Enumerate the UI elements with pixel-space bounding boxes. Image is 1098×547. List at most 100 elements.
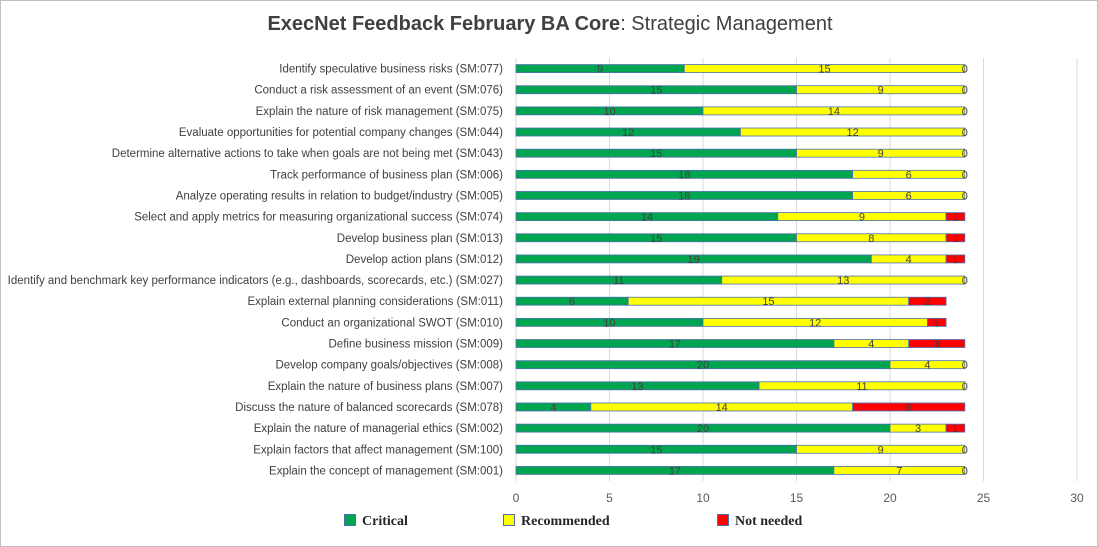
y-category-label: Track performance of business plan (SM:0… — [270, 169, 503, 181]
data-label: 4 — [868, 339, 874, 351]
data-label: 20 — [697, 360, 709, 372]
data-label: 13 — [631, 381, 643, 393]
bar-segment — [833, 466, 966, 475]
x-tick-label: 25 — [977, 491, 991, 505]
data-label: 9 — [878, 85, 884, 97]
data-label: 1 — [934, 317, 940, 329]
data-label: 11 — [856, 381, 867, 393]
bar-segment — [702, 106, 966, 116]
data-label: 11 — [613, 275, 624, 287]
y-category-label: Conduct a risk assessment of an event (S… — [254, 85, 503, 97]
data-label: 3 — [915, 423, 921, 435]
data-label: 0 — [962, 190, 968, 202]
data-label: 9 — [878, 148, 884, 160]
data-label: 0 — [962, 465, 968, 477]
y-category-label: Define business mission (SM:009) — [329, 339, 504, 351]
x-tick-label: 30 — [1070, 491, 1084, 505]
data-label: 0 — [962, 381, 968, 393]
data-label: 10 — [603, 106, 615, 118]
legend-item-critical: Critical — [344, 514, 408, 530]
data-label: 7 — [896, 465, 902, 477]
bar-segment — [945, 423, 966, 433]
bar-segment — [945, 254, 966, 264]
data-label: 4 — [924, 360, 930, 372]
data-label: 15 — [650, 148, 662, 160]
y-category-label: Select and apply metrics for measuring o… — [134, 212, 503, 224]
data-label: 12 — [622, 127, 634, 139]
y-category-label: Explain external planning considerations… — [248, 296, 504, 308]
y-category-label: Explain the nature of business plans (SM… — [268, 381, 503, 393]
x-tick-label: 15 — [790, 491, 804, 505]
chart-title: ExecNet Feedback February BA Core: Strat… — [1, 13, 1098, 36]
legend-label-recommended: Recommended — [521, 514, 610, 529]
bar-segment — [740, 127, 966, 137]
x-tick-label: 20 — [883, 491, 897, 505]
data-label: 0 — [962, 275, 968, 287]
y-category-label: Develop business plan (SM:013) — [337, 233, 503, 245]
data-label: 1 — [952, 254, 958, 266]
y-category-label: Identify and benchmark key performance i… — [8, 275, 504, 287]
y-category-label: Develop company goals/objectives (SM:008… — [275, 360, 503, 372]
x-tick-label: 5 — [606, 491, 613, 505]
bar-segment — [945, 212, 966, 222]
data-label: 15 — [650, 233, 662, 245]
data-label: 6 — [569, 296, 575, 308]
data-label: 18 — [678, 169, 690, 181]
data-label: 6 — [906, 402, 912, 414]
data-label: 4 — [906, 254, 912, 266]
data-label: 1 — [952, 233, 958, 245]
data-label: 0 — [962, 444, 968, 456]
data-label: 15 — [762, 296, 774, 308]
bar-segment — [796, 444, 966, 454]
data-label: 8 — [868, 233, 874, 245]
data-label: 6 — [906, 190, 912, 202]
bar-segment — [908, 339, 966, 348]
data-label: 0 — [962, 148, 968, 160]
data-label: 14 — [828, 106, 840, 118]
bar-segment — [852, 402, 966, 412]
data-label: 10 — [603, 317, 615, 329]
y-category-label: Identify speculative business risks (SM:… — [279, 64, 503, 76]
legend-swatch-not-needed — [717, 514, 729, 526]
y-category-label: Explain factors that affect management (… — [253, 444, 503, 456]
data-label: 0 — [962, 169, 968, 181]
data-label: 17 — [669, 339, 681, 351]
data-label: 19 — [688, 254, 700, 266]
y-category-label: Develop action plans (SM:012) — [346, 254, 503, 266]
data-label: 14 — [716, 402, 728, 414]
y-category-label: Determine alternative actions to take wh… — [112, 148, 503, 160]
legend-item-recommended: Recommended — [503, 514, 610, 530]
data-label: 17 — [669, 465, 681, 477]
data-label: 4 — [550, 402, 556, 414]
data-label: 15 — [650, 444, 662, 456]
bar-segment — [927, 317, 947, 327]
data-label: 9 — [878, 444, 884, 456]
data-label: 0 — [962, 360, 968, 372]
y-category-label: Explain the nature of managerial ethics … — [254, 423, 503, 435]
bar-segment — [852, 191, 966, 200]
data-label: 1 — [952, 212, 958, 224]
y-category-label: Evaluate opportunities for potential com… — [179, 127, 503, 139]
legend-label-critical: Critical — [362, 514, 408, 529]
data-label: 15 — [650, 85, 662, 97]
data-label: 13 — [837, 275, 849, 287]
bar-segment — [908, 296, 947, 306]
data-label: 9 — [597, 64, 603, 76]
bar-segment — [796, 85, 966, 95]
data-label: 12 — [846, 127, 858, 139]
data-label: 0 — [962, 106, 968, 118]
bar-segment — [852, 169, 966, 179]
data-label: 0 — [962, 64, 968, 76]
y-category-label: Conduct an organizational SWOT (SM:010) — [281, 317, 503, 329]
y-category-label: Explain the concept of management (SM:00… — [269, 465, 503, 477]
legend-label-not-needed: Not needed — [735, 514, 803, 529]
data-label: 0 — [962, 85, 968, 97]
chart-title-bold: ExecNet Feedback February BA Core — [267, 13, 621, 35]
legend-item-not-needed: Not needed — [717, 514, 802, 530]
bar-segment — [889, 360, 966, 370]
bar-segment — [721, 275, 966, 285]
data-label: 18 — [678, 190, 690, 202]
legend-swatch-critical — [344, 514, 356, 526]
data-label: 3 — [934, 339, 940, 351]
